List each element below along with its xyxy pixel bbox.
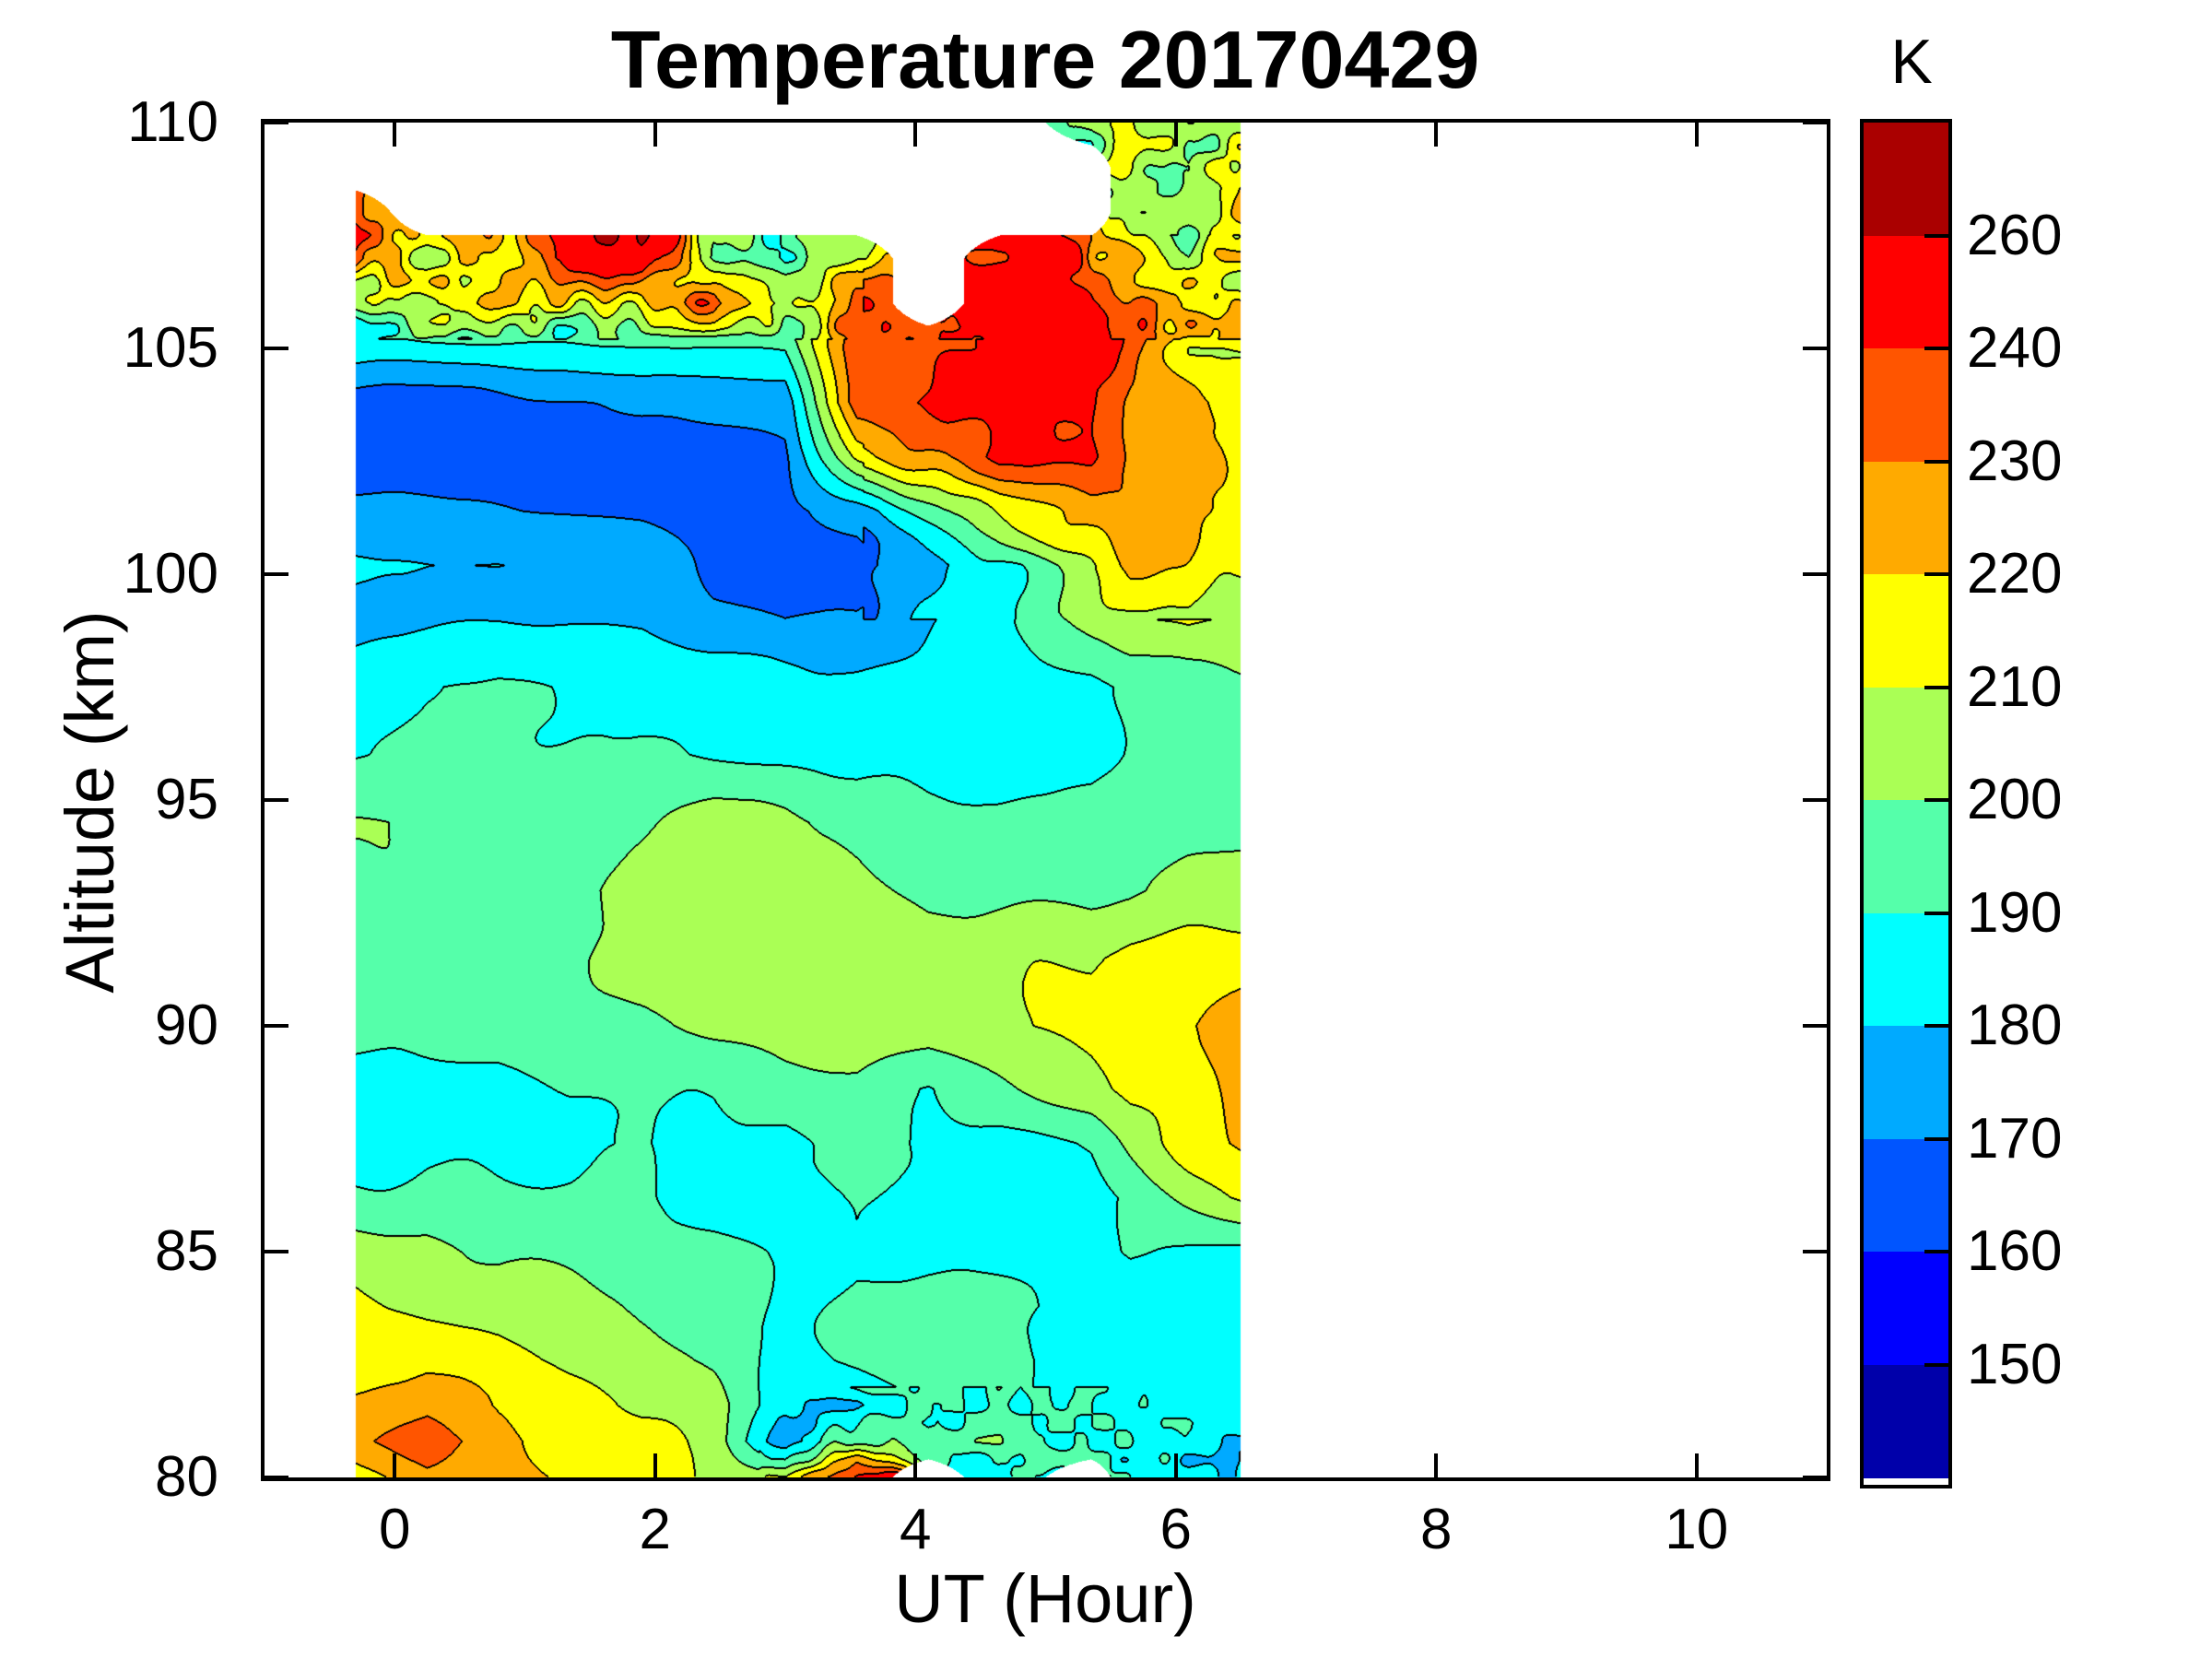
x-tick-label: 10 — [1665, 1498, 1729, 1561]
y-tick-label: 85 — [155, 1219, 218, 1283]
chart-title: Temperature 20170429 — [610, 14, 1480, 105]
colorbar-band — [1864, 1138, 1948, 1253]
plot-box — [261, 119, 1830, 1481]
x-tick-mark — [1694, 1453, 1699, 1477]
colorbar-band — [1864, 1026, 1948, 1140]
y-tick-mark — [265, 347, 288, 350]
colorbar-tick-mark — [1924, 911, 1948, 915]
colorbar-tick-mark — [1924, 1024, 1948, 1028]
x-axis-label: UT (Hour) — [894, 1560, 1196, 1637]
colorbar-tick-mark — [1924, 685, 1948, 689]
colorbar-tick-mark — [1924, 1362, 1948, 1367]
y-tick-mark — [265, 1024, 288, 1028]
x-tick-mark — [1434, 1453, 1439, 1477]
colorbar-band — [1864, 1252, 1948, 1366]
y-tick-mark-right — [1803, 798, 1827, 802]
y-tick-mark-right — [1803, 121, 1827, 124]
colorbar-band — [1864, 1364, 1948, 1478]
colorbar-title: K — [1890, 27, 1933, 97]
colorbar-band — [1864, 235, 1948, 349]
x-tick-mark — [1173, 1453, 1178, 1477]
colorbar-tick-label: 200 — [1967, 768, 2063, 831]
x-tick-mark-top — [393, 123, 397, 147]
colorbar-tick-label: 190 — [1967, 880, 2063, 945]
x-tick-label: 4 — [900, 1498, 932, 1561]
x-tick-mark — [393, 1453, 397, 1477]
y-tick-mark — [265, 798, 288, 802]
colorbar-tick-label: 180 — [1967, 994, 2063, 1057]
x-tick-label: 6 — [1159, 1498, 1192, 1561]
colorbar-band — [1864, 461, 1948, 575]
y-tick-label: 105 — [123, 316, 218, 380]
y-tick-label: 100 — [123, 542, 218, 606]
colorbar-band — [1864, 123, 1948, 237]
y-tick-label: 110 — [127, 90, 218, 154]
colorbar-tick-mark — [1924, 459, 1948, 464]
x-tick-mark-top — [1434, 123, 1439, 147]
y-tick-mark-right — [1803, 1024, 1827, 1028]
colorbar-band — [1864, 348, 1948, 463]
colorbar-tick-label: 220 — [1967, 542, 2063, 606]
x-tick-mark-top — [653, 123, 657, 147]
y-tick-mark-right — [1803, 1250, 1827, 1253]
colorbar-tick-mark — [1924, 1136, 1948, 1141]
x-tick-label: 0 — [379, 1498, 411, 1561]
colorbar-band — [1864, 687, 1948, 801]
x-tick-mark-top — [1173, 123, 1178, 147]
colorbar-band — [1864, 800, 1948, 914]
x-tick-label: 2 — [639, 1498, 671, 1561]
x-tick-mark-top — [1694, 123, 1699, 147]
colorbar-tick-mark — [1924, 798, 1948, 802]
y-tick-label: 80 — [155, 1445, 218, 1509]
colorbar-tick-label: 260 — [1967, 203, 2063, 267]
colorbar-tick-label: 150 — [1967, 1332, 2063, 1396]
colorbar-tick-label: 240 — [1967, 316, 2063, 380]
y-tick-mark-right — [1803, 1476, 1827, 1479]
colorbar-tick-label: 230 — [1967, 429, 2063, 493]
x-tick-label: 8 — [1420, 1498, 1453, 1561]
y-tick-mark — [265, 572, 288, 576]
contour-field-canvas — [265, 123, 1827, 1477]
x-tick-mark — [913, 1453, 918, 1477]
y-tick-mark-right — [1803, 347, 1827, 350]
y-tick-mark-right — [1803, 572, 1827, 576]
colorbar-tick-mark — [1924, 347, 1948, 350]
colorbar-tick-label: 210 — [1967, 654, 2063, 719]
colorbar — [1860, 119, 1952, 1488]
x-tick-mark-top — [913, 123, 918, 147]
y-tick-mark — [265, 1250, 288, 1253]
x-tick-mark — [653, 1453, 657, 1477]
y-tick-mark — [265, 1476, 288, 1479]
colorbar-tick-mark — [1924, 233, 1948, 238]
y-tick-mark — [265, 121, 288, 124]
y-tick-label: 95 — [155, 768, 218, 831]
colorbar-tick-mark — [1924, 572, 1948, 576]
colorbar-band — [1864, 574, 1948, 688]
colorbar-tick-label: 170 — [1967, 1106, 2063, 1171]
colorbar-band — [1864, 912, 1948, 1027]
colorbar-tick-label: 160 — [1967, 1219, 2063, 1283]
y-tick-label: 90 — [155, 994, 218, 1057]
colorbar-tick-mark — [1924, 1250, 1948, 1253]
